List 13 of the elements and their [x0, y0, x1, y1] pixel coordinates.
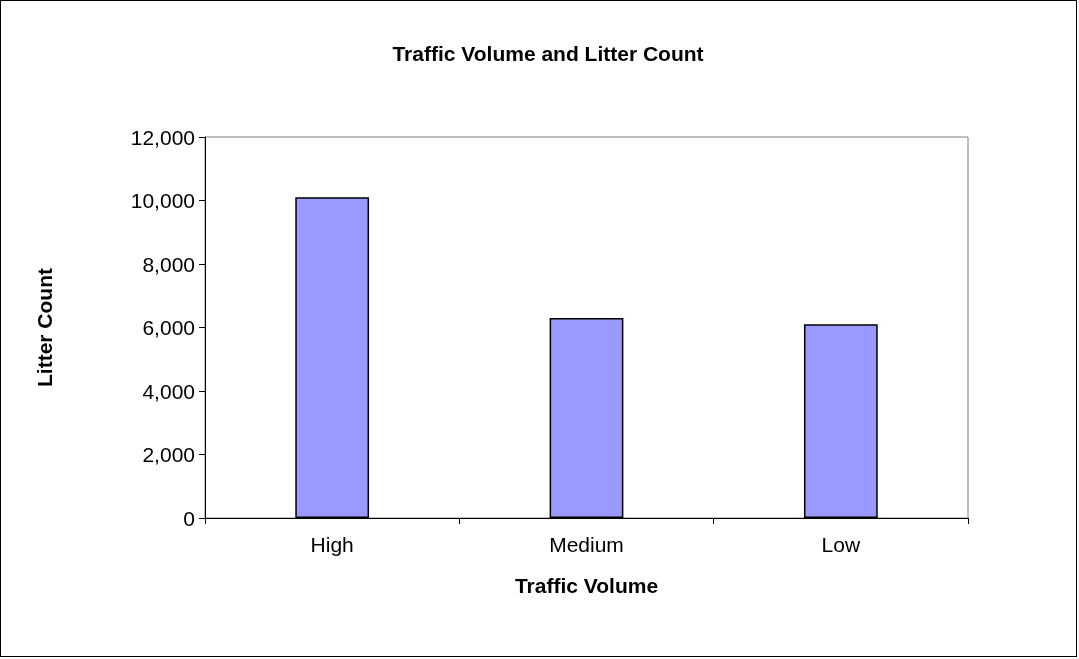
- x-tick-label: Low: [821, 533, 861, 556]
- y-tick-label: 4,000: [142, 379, 195, 403]
- y-tick-label: 0: [183, 506, 195, 530]
- y-axis-title: Litter Count: [33, 268, 56, 387]
- chart-title: Traffic Volume and Litter Count: [392, 42, 704, 65]
- y-tick-label: 8,000: [142, 252, 195, 276]
- x-tick-label: Medium: [549, 533, 624, 556]
- y-tick-label: 12,000: [130, 125, 195, 149]
- y-tick-label: 2,000: [142, 443, 195, 466]
- x-tick-label: High: [310, 533, 354, 556]
- y-tick-label: 10,000: [130, 189, 195, 212]
- y-tick-label: 6,000: [142, 316, 195, 339]
- x-axis-title: Traffic Volume: [514, 574, 659, 597]
